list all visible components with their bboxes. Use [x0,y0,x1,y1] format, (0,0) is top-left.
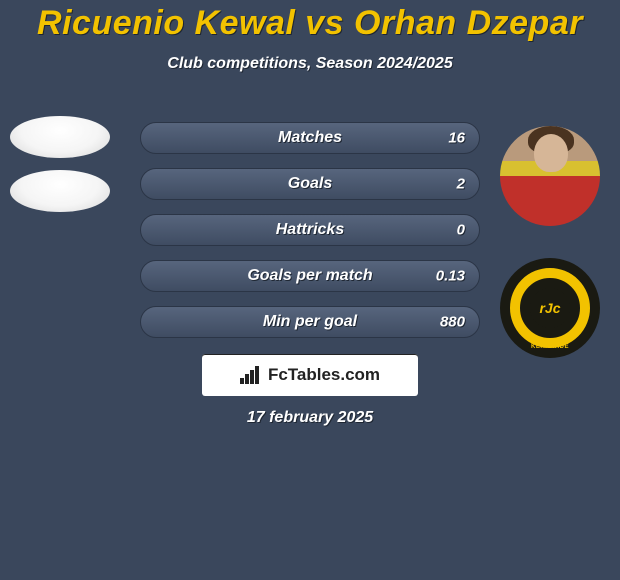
stat-label: Hattricks [141,221,479,239]
stat-label: Goals [141,175,479,193]
brand-text: FcTables.com [268,365,380,385]
brand-logo-icon [240,366,262,384]
player2-club-badge: rJc KERKRADE [500,258,600,358]
stat-value-right: 16 [448,130,465,147]
subtitle: Club competitions, Season 2024/2025 [0,55,620,73]
stat-row: Hattricks 0 [140,214,480,246]
stat-row: Goals 2 [140,168,480,200]
stat-value-right: 880 [440,314,465,331]
page-title: Ricuenio Kewal vs Orhan Dzepar [0,0,620,43]
stat-label: Matches [141,129,479,147]
club-badge-text: rJc [539,300,560,316]
player1-photo-placeholder [10,116,110,158]
stat-label: Min per goal [141,313,479,331]
stat-value-right: 0.13 [436,268,465,285]
player2-photo [500,126,600,226]
player1-club-placeholder [10,170,110,212]
stat-row: Matches 16 [140,122,480,154]
brand-watermark: FcTables.com [202,354,418,396]
club-badge-subtext: KERKRADE [500,344,600,350]
stat-label: Goals per match [141,267,479,285]
stat-bars: Matches 16 Goals 2 Hattricks 0 Goals per… [140,122,480,352]
stat-value-right: 0 [457,222,465,239]
stat-value-right: 2 [457,176,465,193]
stat-row: Min per goal 880 [140,306,480,338]
stat-row: Goals per match 0.13 [140,260,480,292]
date-text: 17 february 2025 [0,409,620,427]
